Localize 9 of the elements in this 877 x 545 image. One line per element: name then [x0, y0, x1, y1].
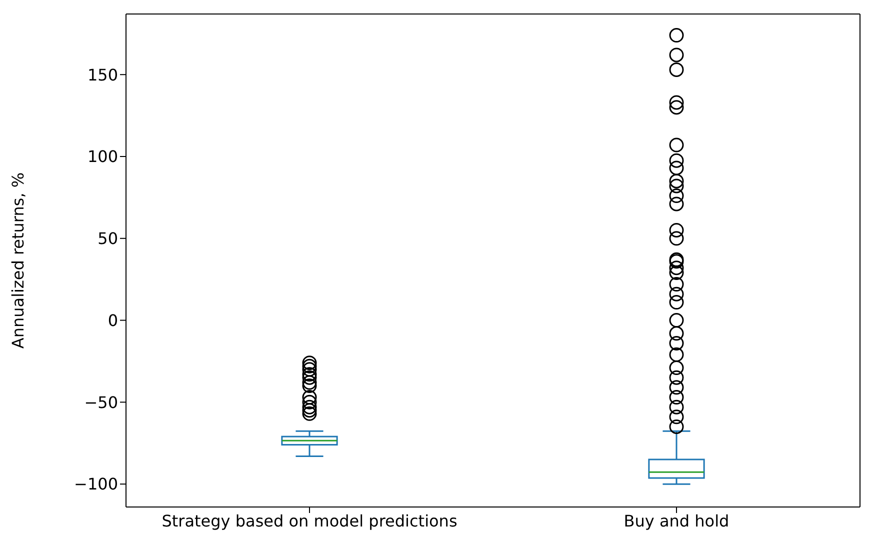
y-tick-label: 50: [98, 229, 118, 248]
y-tick-label: 150: [87, 65, 118, 84]
y-axis-title: Annualized returns, %: [8, 172, 28, 349]
y-tick-label: −100: [74, 474, 118, 494]
x-tick-label: Strategy based on model predictions: [162, 511, 458, 530]
x-tick-label: Buy and hold: [624, 511, 730, 530]
y-tick-label: −50: [84, 392, 118, 412]
y-tick-label: 100: [87, 147, 118, 166]
y-tick-label: 0: [108, 310, 118, 330]
